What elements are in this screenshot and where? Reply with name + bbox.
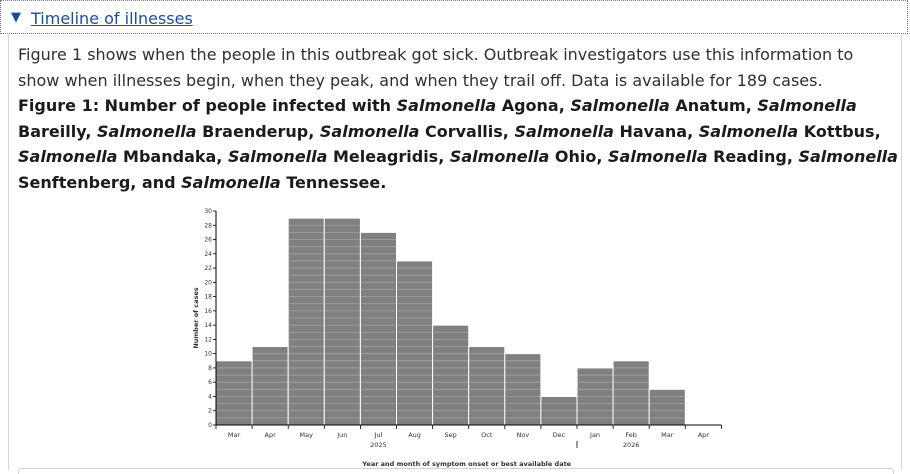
y-tick-label: 6 [208,379,212,386]
figure-title-serotype: Mbandaka, [117,147,228,167]
y-tick-label: 24 [204,251,212,258]
y-tick-label: 30 [204,208,212,215]
x-tick-label: Jan [589,431,600,439]
figure-title-serotype: Senftenberg, [18,173,142,193]
x-tick-label: Aug [408,431,421,439]
figure-title-genus: Salmonella [97,121,197,141]
figure-title-genus: Salmonella [698,121,799,141]
x-tick-label: Oct [481,431,493,439]
y-tick-label: 4 [208,393,212,400]
figure-title-genus: Salmonella [608,147,708,167]
figure-title-serotype: Agona, [496,96,571,115]
x-tick-label: Jul [374,431,383,439]
x-axis-label: Year and month of symptom onset or best … [361,460,571,468]
figure-title-genus: Salmonella [449,147,550,167]
x-tick-label: Mar [228,431,241,439]
y-tick-label: 20 [204,279,212,286]
x-tick-label: Nov [517,431,530,439]
figure-title-conjunction: and [141,173,182,193]
figure-title-serotype: Reading, [707,147,799,167]
bar [287,217,325,426]
figure-title-genus: Salmonella [319,121,420,141]
figure-title-genus: Salmonella [18,147,118,167]
figure-title-genus: Salmonella [181,173,281,193]
figure-title: Figure 1: Number of people infected with… [18,93,898,196]
bar [251,346,289,426]
figure-title-genus: Salmonella [570,96,670,115]
y-tick-label: 10 [204,351,212,358]
figure-title-genus: Salmonella [798,147,898,167]
y-tick-label: 2 [208,408,212,415]
figure-title-serotype: Anatum, [669,96,758,115]
figure-title-serotype: Kottbus, [798,121,881,141]
intro-paragraph: Figure 1 shows when the people in this o… [18,45,854,90]
caret-down-icon[interactable]: ▼ [11,10,21,25]
bar [359,231,397,426]
accordion-header[interactable]: ▼ Timeline of illnesses [0,0,908,34]
y-tick-label: 8 [208,365,212,372]
figure-title-genus: Salmonella [396,96,497,115]
figure-title-genus: Salmonella [227,147,328,167]
accordion-panel [8,34,902,470]
x-tick-label: Sep [445,431,457,439]
x-year-label: 2026 [623,441,640,449]
figure-title-serotype: Ohio, [549,147,609,167]
x-year-label: 2025 [370,441,387,449]
bar [215,360,253,426]
x-tick-label: Dec [553,431,566,439]
figure-title-genus: Salmonella [757,96,857,115]
y-axis-label: Number of cases [192,287,200,348]
bar [612,360,650,426]
bar [323,217,361,426]
bar [396,260,434,426]
bar [468,346,506,426]
x-tick-label: Apr [265,431,277,439]
x-tick-label: Mar [661,431,674,439]
y-tick-label: 28 [204,222,212,229]
figure-title-serotype: Bareilly, [18,121,98,141]
figure-title-serotype: Tennessee. [280,173,387,193]
accordion-title-link[interactable]: Timeline of illnesses [31,9,193,28]
figure-title-serotype: Havana, [613,121,699,141]
x-tick-label: Feb [625,431,637,439]
y-tick-label: 26 [204,237,212,244]
x-tick-label: Apr [698,431,710,439]
next-accordion-edge [18,468,894,474]
figure-title-genus: Salmonella [514,121,614,141]
y-tick-label: 18 [204,294,212,301]
bar [648,388,686,426]
y-tick-label: 22 [204,265,212,272]
y-tick-label: 0 [208,422,212,429]
figure-title-serotype: Corvallis, [419,121,515,141]
y-tick-label: 14 [204,322,212,329]
figure-title-serotype: Braenderup, [196,121,320,141]
y-tick-label: 16 [204,308,212,315]
figure-title-serotype: Meleagridis, [327,147,450,167]
x-tick-label: Jun [336,431,347,439]
figure-title-prefix: Figure 1: Number of people infected with [18,96,397,115]
y-tick-label: 12 [204,336,212,343]
x-tick-label: May [300,431,314,439]
